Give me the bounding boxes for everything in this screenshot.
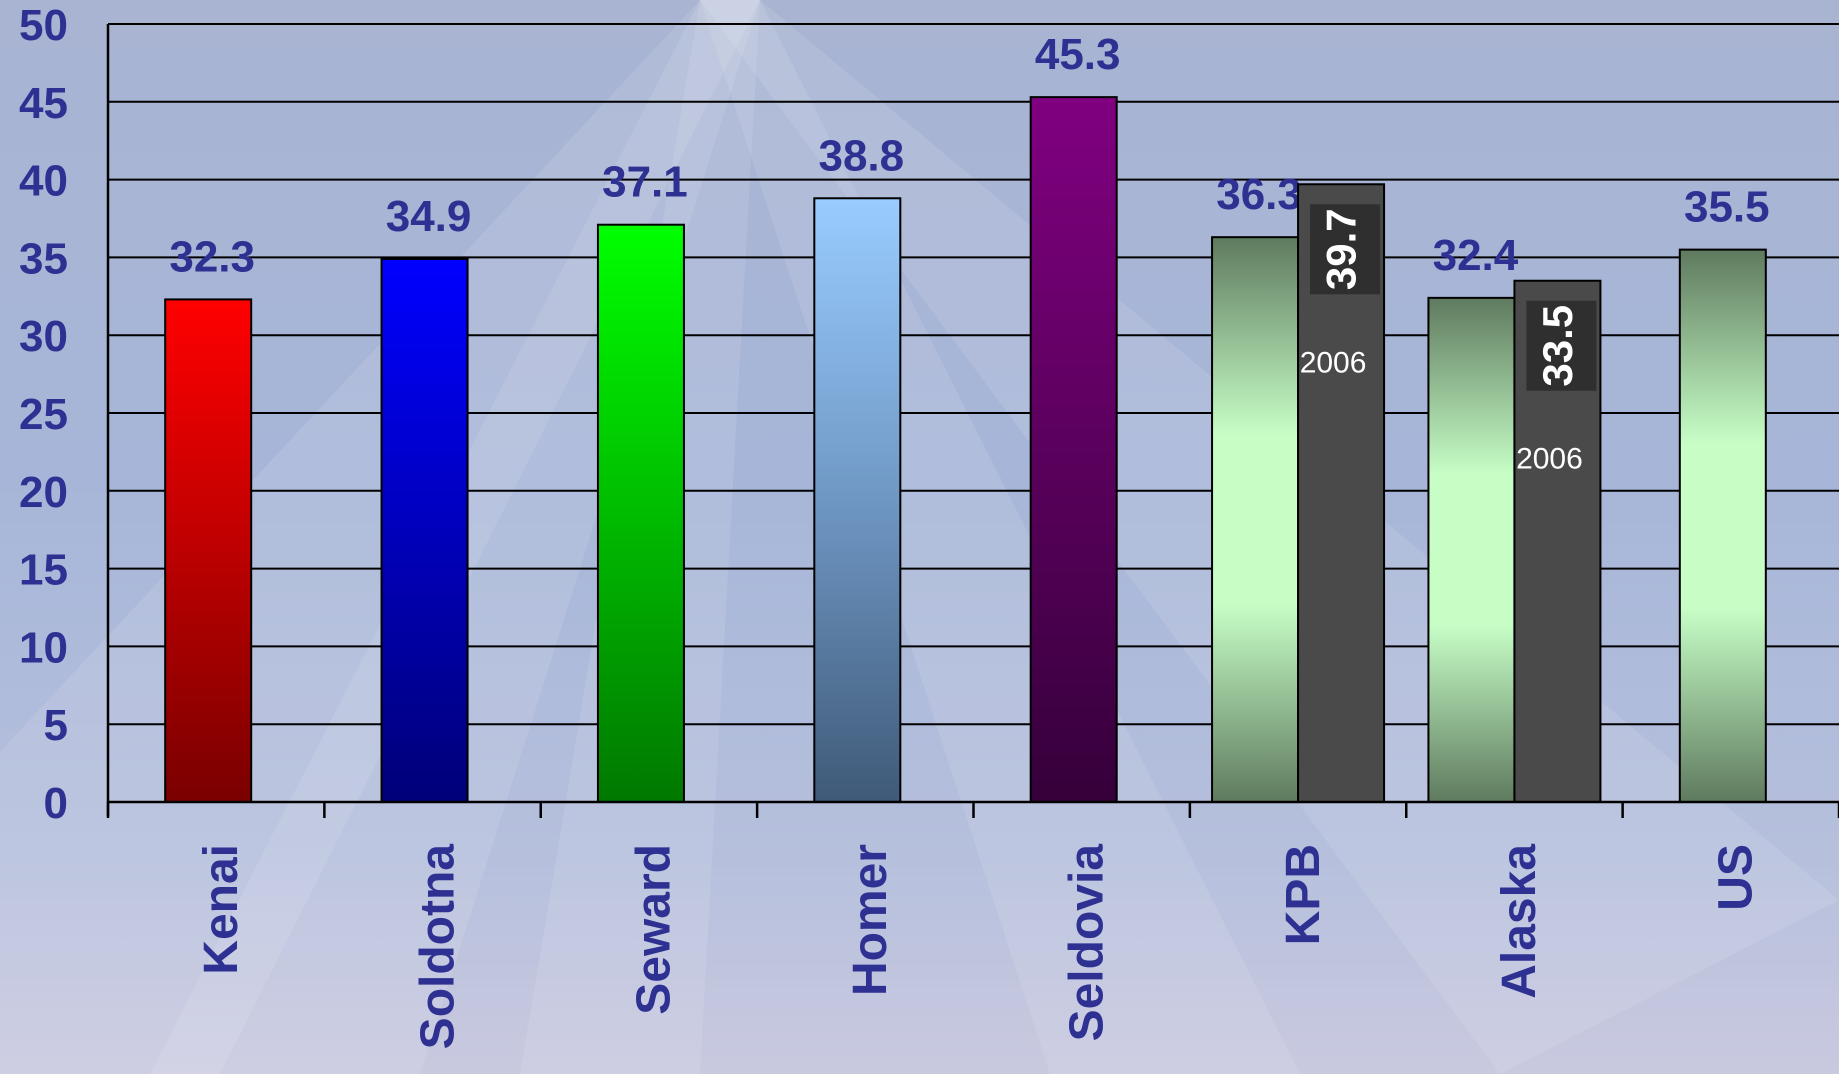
category-label: Kenai [195, 844, 248, 975]
y-tick-label: 15 [19, 546, 68, 595]
y-tick-label: 25 [19, 390, 68, 439]
data-label: 36.3 [1216, 170, 1302, 219]
category-label: US [1710, 844, 1763, 911]
category-label: Seldovia [1060, 844, 1113, 1042]
category-label: Alaska [1493, 844, 1546, 999]
y-axis: 0 5 10 15 20 25 30 35 40 45 50 [19, 1, 108, 828]
y-tick-label: 45 [19, 79, 68, 128]
overlay-data-label: 33.5 [1534, 305, 1581, 387]
y-tick-label: 30 [19, 312, 68, 361]
data-label: 35.5 [1684, 183, 1770, 232]
bar [1212, 237, 1298, 802]
bars: 32.3 34.9 37.1 38.8 45.3 36.3 39.7 2006 32.4 33.5… [165, 30, 1769, 802]
bar [1031, 97, 1117, 802]
overlay-year-label: 2006 [1516, 443, 1583, 476]
bar [1428, 298, 1514, 802]
overlay-data-label: 39.7 [1318, 208, 1365, 290]
y-tick-label: 40 [19, 157, 68, 206]
y-tick-label: 35 [19, 234, 68, 283]
y-tick-label: 20 [19, 468, 68, 517]
y-tick-label: 10 [19, 623, 68, 672]
overlay-year-label: 2006 [1300, 346, 1367, 379]
data-label: 37.1 [602, 158, 688, 207]
data-label: 38.8 [818, 131, 904, 180]
data-label: 32.3 [169, 232, 255, 281]
x-axis: Kenai Soldotna Seward Homer Seldovia KPB Alask… [108, 802, 1839, 1049]
y-tick-label: 0 [44, 779, 68, 828]
bar [814, 198, 900, 802]
bar [382, 259, 468, 802]
category-label: KPB [1277, 844, 1330, 945]
y-tick-label: 50 [19, 1, 68, 50]
bar [165, 299, 251, 802]
bar [598, 225, 684, 802]
category-label: Soldotna [411, 844, 464, 1050]
data-label: 34.9 [386, 192, 472, 241]
bar [1680, 250, 1766, 802]
y-tick-label: 5 [44, 701, 68, 750]
data-label: 45.3 [1035, 30, 1121, 79]
data-label: 32.4 [1433, 231, 1519, 280]
category-label: Homer [844, 844, 897, 996]
category-label: Seward [628, 844, 681, 1015]
